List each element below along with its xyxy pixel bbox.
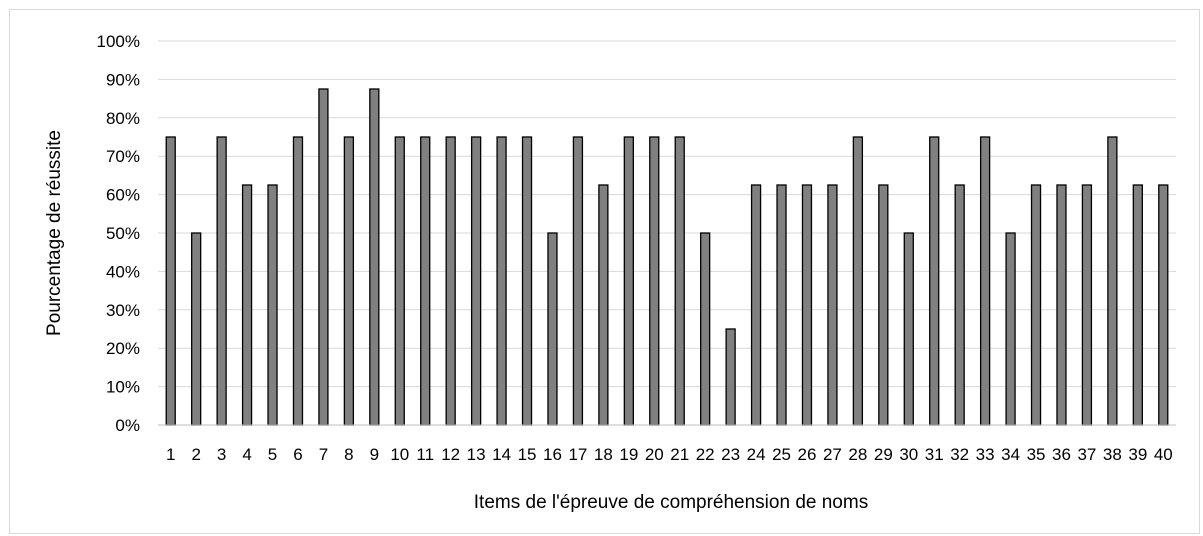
bar-28 — [852, 136, 864, 426]
y-tick-label: 10% — [106, 378, 140, 397]
bar-39 — [1132, 184, 1143, 426]
x-axis-ticks: 1 2 3 4 5 6 7 8 9 10 11 12 13 14 15 16 17 18 19 20 21 22 23 24 2… — [166, 445, 1173, 464]
bar-17 — [572, 136, 584, 426]
x-tick-label: 17 — [568, 445, 587, 464]
bar-36 — [1056, 184, 1067, 426]
x-tick-label: 11 — [416, 445, 434, 464]
y-tick-label: 70% — [106, 147, 140, 166]
x-tick-label: 39 — [1128, 445, 1147, 464]
bar-4 — [241, 184, 253, 426]
bar-24 — [750, 184, 762, 426]
bar-6 — [292, 136, 304, 426]
gridlines — [158, 40, 1176, 388]
bar-29 — [878, 184, 889, 426]
x-tick-label: 23 — [721, 445, 740, 464]
x-tick-label: 15 — [518, 445, 537, 464]
bar-33 — [979, 136, 991, 426]
x-tick-label: 7 — [319, 445, 328, 464]
x-tick-label: 25 — [772, 445, 791, 464]
y-tick-label: 90% — [106, 70, 140, 89]
bar-32 — [954, 184, 965, 426]
x-tick-label: 19 — [619, 445, 638, 464]
bar-30 — [903, 232, 914, 426]
x-tick-label: 2 — [191, 445, 200, 464]
bar-9 — [369, 88, 380, 426]
x-tick-label: 18 — [594, 445, 613, 464]
x-tick-label: 36 — [1052, 445, 1071, 464]
bar-37 — [1081, 184, 1093, 426]
bar-26 — [801, 184, 813, 426]
bar-35 — [1030, 184, 1042, 426]
x-tick-label: 29 — [874, 445, 893, 464]
bar-38 — [1107, 136, 1118, 426]
bar-1 — [165, 136, 176, 426]
bar-40 — [1158, 184, 1169, 426]
x-tick-label: 8 — [344, 445, 353, 464]
x-tick-label: 32 — [950, 445, 969, 464]
x-tick-label: 37 — [1077, 445, 1096, 464]
bar-19 — [623, 136, 634, 426]
bar-22 — [700, 232, 711, 426]
x-tick-label: 40 — [1154, 445, 1173, 464]
y-tick-label: 20% — [106, 339, 140, 358]
bar-23 — [725, 328, 736, 426]
bar-34 — [1005, 232, 1016, 426]
bar-20 — [649, 136, 660, 426]
bar-8 — [343, 136, 355, 426]
x-tick-label: 20 — [645, 445, 664, 464]
x-tick-label: 21 — [670, 445, 689, 464]
x-tick-label: 26 — [798, 445, 817, 464]
y-tick-label: 30% — [106, 301, 140, 320]
x-tick-label: 4 — [242, 445, 251, 464]
bar-12 — [445, 136, 456, 426]
x-tick-label: 13 — [467, 445, 486, 464]
x-tick-label: 12 — [441, 445, 460, 464]
x-tick-label: 35 — [1027, 445, 1046, 464]
x-tick-label: 31 — [925, 445, 944, 464]
bar-15 — [521, 136, 533, 426]
x-tick-label: 6 — [293, 445, 302, 464]
bar-25 — [776, 184, 787, 426]
bar-31 — [929, 136, 940, 426]
bar-10 — [394, 136, 405, 426]
x-tick-label: 30 — [899, 445, 918, 464]
bar-7 — [318, 88, 329, 426]
bar-16 — [547, 232, 558, 426]
x-tick-label: 38 — [1103, 445, 1122, 464]
bar-3 — [216, 136, 227, 426]
x-tick-label: 34 — [1001, 445, 1020, 464]
bar-18 — [598, 184, 609, 426]
x-tick-label: 33 — [976, 445, 995, 464]
y-axis-ticks: 0% 10% 20% 30% 40% 50% 60% 70% 80% 90% 100% — [97, 32, 140, 435]
x-tick-label: 1 — [166, 445, 175, 464]
y-tick-label: 0% — [115, 416, 140, 435]
x-tick-label: 5 — [268, 445, 277, 464]
y-tick-label: 60% — [106, 186, 140, 205]
x-tick-label: 3 — [217, 445, 226, 464]
x-tick-label: 28 — [848, 445, 867, 464]
bar-27 — [827, 184, 838, 426]
bar-13 — [470, 136, 482, 426]
bar-11 — [420, 136, 431, 426]
x-tick-label: 27 — [823, 445, 842, 464]
bar-21 — [674, 136, 685, 426]
x-tick-label: 10 — [390, 445, 409, 464]
bar-2 — [191, 232, 202, 426]
bar-14 — [496, 136, 507, 426]
y-tick-label: 80% — [106, 109, 140, 128]
y-axis-title: Pourcentage de réussite — [44, 130, 65, 336]
bar-5 — [267, 184, 278, 426]
x-tick-label: 24 — [747, 445, 766, 464]
bars — [165, 88, 1169, 426]
x-tick-label: 22 — [696, 445, 715, 464]
x-axis-title: Items de l'épreuve de compréhension de n… — [474, 492, 868, 513]
x-tick-label: 16 — [543, 445, 562, 464]
y-tick-label: 100% — [97, 32, 140, 51]
y-tick-label: 40% — [106, 262, 140, 281]
x-tick-label: 14 — [492, 445, 511, 464]
x-tick-label: 9 — [370, 445, 379, 464]
y-tick-label: 50% — [106, 224, 140, 243]
